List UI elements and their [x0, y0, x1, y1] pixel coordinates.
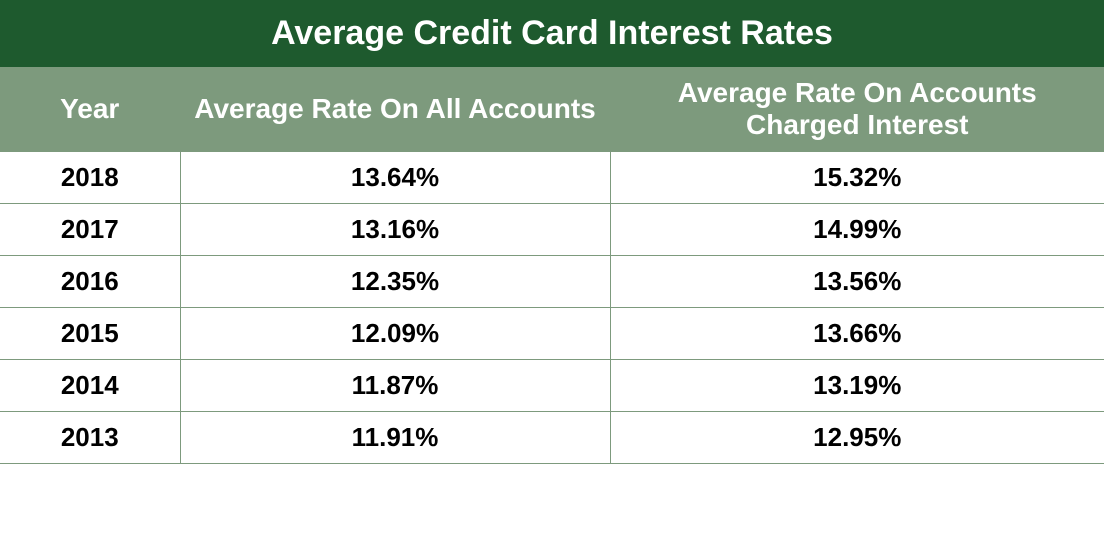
table-title-row: Average Credit Card Interest Rates [0, 0, 1104, 67]
table-row: 2015 12.09% 13.66% [0, 308, 1104, 360]
col-header-charged-interest: Average Rate On Accounts Charged Interes… [610, 67, 1104, 152]
cell-year: 2015 [0, 308, 180, 360]
cell-year: 2014 [0, 360, 180, 412]
cell-year: 2018 [0, 152, 180, 204]
cell-rate-all: 13.16% [180, 204, 610, 256]
table-row: 2014 11.87% 13.19% [0, 360, 1104, 412]
table-row: 2018 13.64% 15.32% [0, 152, 1104, 204]
interest-rate-table: Average Credit Card Interest Rates Year … [0, 0, 1104, 464]
cell-year: 2017 [0, 204, 180, 256]
table-row: 2017 13.16% 14.99% [0, 204, 1104, 256]
cell-rate-charged: 13.56% [610, 256, 1104, 308]
table-row: 2013 11.91% 12.95% [0, 412, 1104, 464]
cell-year: 2016 [0, 256, 180, 308]
cell-rate-charged: 13.66% [610, 308, 1104, 360]
cell-rate-all: 11.87% [180, 360, 610, 412]
cell-rate-charged: 12.95% [610, 412, 1104, 464]
table-title: Average Credit Card Interest Rates [0, 0, 1104, 67]
table-row: 2016 12.35% 13.56% [0, 256, 1104, 308]
cell-year: 2013 [0, 412, 180, 464]
cell-rate-all: 11.91% [180, 412, 610, 464]
cell-rate-all: 12.09% [180, 308, 610, 360]
cell-rate-all: 13.64% [180, 152, 610, 204]
cell-rate-all: 12.35% [180, 256, 610, 308]
cell-rate-charged: 15.32% [610, 152, 1104, 204]
cell-rate-charged: 13.19% [610, 360, 1104, 412]
cell-rate-charged: 14.99% [610, 204, 1104, 256]
table-header-row: Year Average Rate On All Accounts Averag… [0, 67, 1104, 152]
col-header-year: Year [0, 67, 180, 152]
col-header-all-accounts: Average Rate On All Accounts [180, 67, 610, 152]
